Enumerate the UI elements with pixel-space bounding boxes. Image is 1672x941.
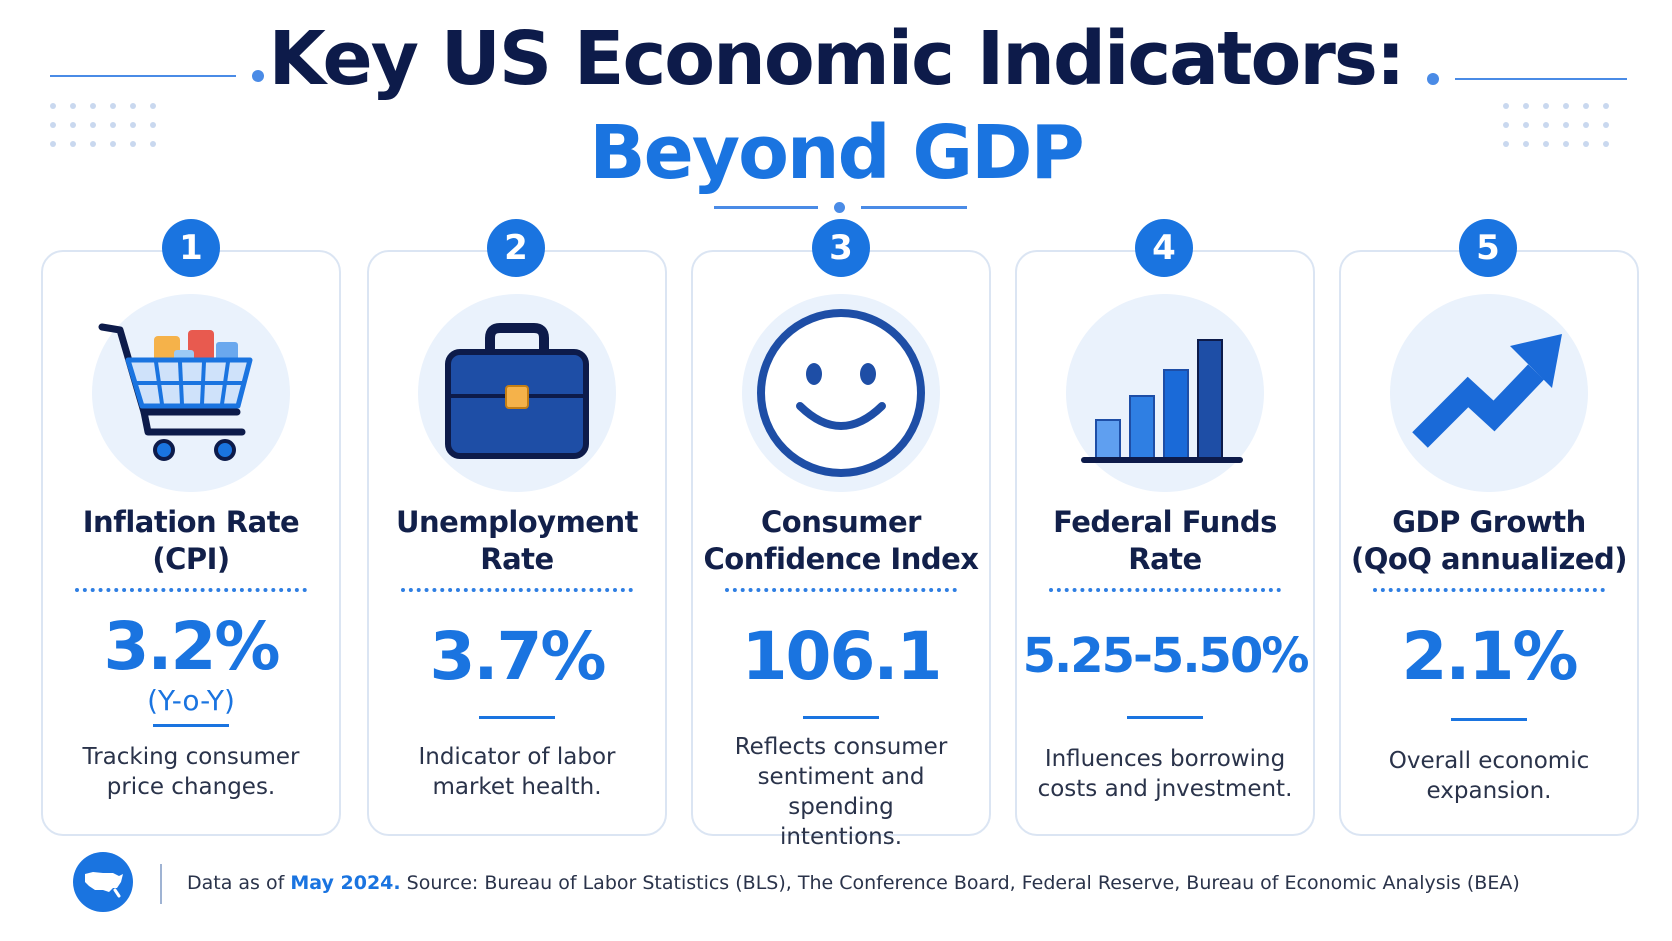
indicator-name: GDP Growth (QoQ annualized) (1350, 505, 1628, 576)
indicator-card-gdp-growth: GDP Growth (QoQ annualized) 2.1% Overall… (1339, 250, 1639, 836)
title-line-2: Beyond GDP (589, 110, 1084, 196)
value-underline (1127, 716, 1203, 719)
indicator-value: 5.25-5.50% (1022, 628, 1310, 684)
dotted-separator (75, 588, 307, 592)
indicator-value: 2.1% (1401, 618, 1578, 695)
indicator-card-federal-funds: Federal Funds Rate 5.25-5.50% Influences… (1015, 250, 1315, 836)
bar-chart-icon (1081, 339, 1243, 463)
indicator-number-badge: 4 (1135, 219, 1193, 277)
us-map-icon (73, 852, 133, 912)
icon-background (1390, 294, 1588, 492)
indicator-description: Indicator of labor market health. (418, 744, 616, 800)
icon-background (1066, 294, 1264, 492)
indicator-card-consumer-confidence: Consumer Confidence Index 106.1 Reflects… (691, 250, 991, 850)
title-line-1: Key US Economic Indicators: (268, 16, 1406, 102)
icon-background (742, 294, 940, 492)
decorative-line-right (1455, 78, 1627, 80)
footer-divider (160, 864, 162, 904)
decorative-dot-grid-left (50, 103, 156, 147)
indicator-value: 106.1 (741, 618, 943, 695)
indicator-description: Influences borrowing costs and jnvestmen… (1037, 746, 1293, 802)
indicator-card-inflation: Inflation Rate (CPI) 3.2% (Y-o-Y) Tracki… (41, 250, 341, 836)
indicator-name: Consumer Confidence Index (703, 505, 979, 576)
page-title: Key US Economic Indicators: Beyond GDP (0, 22, 1672, 190)
smiley-face-icon (757, 309, 925, 477)
dotted-separator (1049, 588, 1281, 592)
footer-source-text: Data as of May 2024. Source: Bureau of L… (187, 872, 1520, 894)
dotted-separator (1373, 588, 1605, 592)
indicator-number-badge: 2 (487, 219, 545, 277)
icon-background (418, 294, 616, 492)
value-underline (153, 724, 229, 727)
decorative-dot-left (252, 70, 264, 82)
indicator-name: Unemployment Rate (395, 505, 639, 576)
briefcase-icon (445, 323, 589, 459)
title-underline-dot (834, 202, 845, 213)
indicator-name: Inflation Rate (CPI) (82, 505, 300, 576)
decorative-dot-grid-right (1503, 103, 1609, 147)
decorative-line-left (50, 75, 236, 77)
footer-source: Source: Bureau of Labor Statistics (BLS)… (406, 872, 1520, 894)
footer-date: May 2024. (290, 872, 401, 894)
indicator-description: Overall economic expansion. (1388, 748, 1590, 804)
footer-date-prefix: Data as of (187, 872, 285, 894)
indicator-value: 3.7% (429, 618, 606, 695)
dotted-separator (401, 588, 633, 592)
icon-background (92, 294, 290, 492)
value-underline (479, 716, 555, 719)
indicator-value: 3.2% (103, 608, 280, 685)
value-underline (803, 716, 879, 719)
indicator-description: Reflects consumer sentiment and spending… (734, 734, 948, 850)
dotted-separator (725, 588, 957, 592)
indicator-description: Tracking consumer price changes. (82, 744, 300, 800)
indicator-number-badge: 1 (162, 219, 220, 277)
value-underline (1451, 718, 1527, 721)
indicator-number-badge: 3 (812, 219, 870, 277)
indicator-value-qualifier: (Y-o-Y) (147, 684, 235, 717)
indicator-name: Federal Funds Rate (1053, 505, 1277, 576)
title-underline-right (861, 206, 967, 209)
trend-arrow-icon (1412, 334, 1562, 448)
indicator-number-badge: 5 (1459, 219, 1517, 277)
title-underline-left (714, 206, 818, 209)
shopping-cart-icon (98, 323, 253, 461)
indicator-card-unemployment: Unemployment Rate 3.7% Indicator of labo… (367, 250, 667, 836)
decorative-dot-right (1427, 73, 1439, 85)
